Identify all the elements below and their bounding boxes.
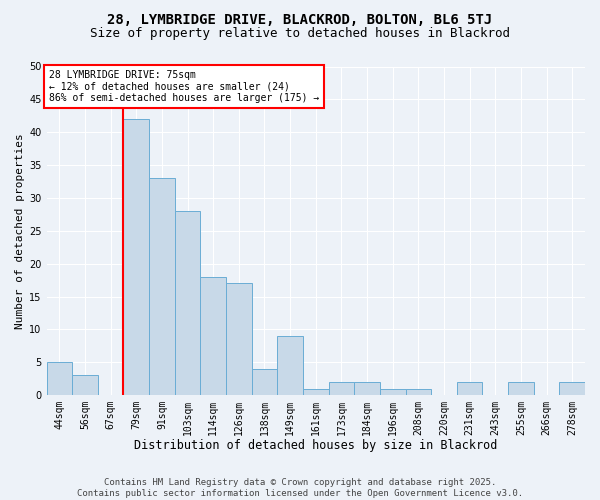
Bar xyxy=(329,382,354,395)
Bar xyxy=(251,369,277,395)
Bar xyxy=(149,178,175,395)
Bar xyxy=(277,336,303,395)
Bar xyxy=(47,362,72,395)
Bar xyxy=(457,382,482,395)
Bar xyxy=(124,119,149,395)
Text: 28, LYMBRIDGE DRIVE, BLACKROD, BOLTON, BL6 5TJ: 28, LYMBRIDGE DRIVE, BLACKROD, BOLTON, B… xyxy=(107,12,493,26)
Bar xyxy=(72,376,98,395)
Bar xyxy=(380,388,406,395)
Bar xyxy=(200,277,226,395)
Bar xyxy=(175,211,200,395)
Y-axis label: Number of detached properties: Number of detached properties xyxy=(15,133,25,328)
Bar xyxy=(303,388,329,395)
Text: Size of property relative to detached houses in Blackrod: Size of property relative to detached ho… xyxy=(90,28,510,40)
Bar xyxy=(508,382,534,395)
X-axis label: Distribution of detached houses by size in Blackrod: Distribution of detached houses by size … xyxy=(134,440,497,452)
Bar xyxy=(406,388,431,395)
Bar xyxy=(354,382,380,395)
Bar xyxy=(559,382,585,395)
Text: Contains HM Land Registry data © Crown copyright and database right 2025.
Contai: Contains HM Land Registry data © Crown c… xyxy=(77,478,523,498)
Bar xyxy=(226,284,251,395)
Text: 28 LYMBRIDGE DRIVE: 75sqm
← 12% of detached houses are smaller (24)
86% of semi-: 28 LYMBRIDGE DRIVE: 75sqm ← 12% of detac… xyxy=(49,70,319,103)
